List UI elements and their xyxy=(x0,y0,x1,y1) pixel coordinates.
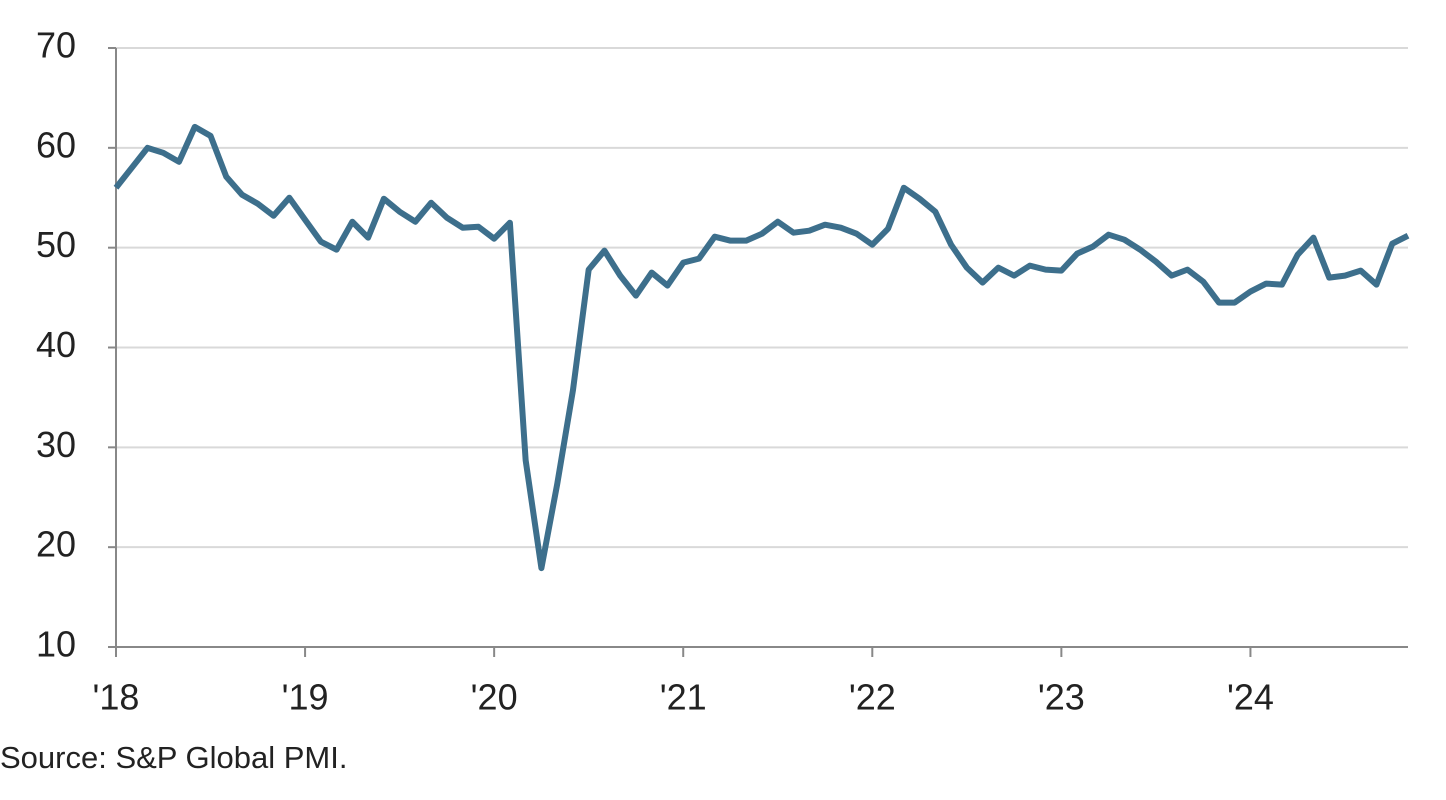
x-tick-label: '24 xyxy=(1227,677,1274,718)
data-line xyxy=(113,123,1410,572)
x-tick-label: '20 xyxy=(471,677,518,718)
x-tick-label: '19 xyxy=(282,677,329,718)
y-tick-label: 70 xyxy=(36,25,76,66)
y-tick-label: 20 xyxy=(36,524,76,565)
y-tick-label: 10 xyxy=(36,624,76,665)
y-tick-label: 60 xyxy=(36,124,76,165)
x-tick-label: '18 xyxy=(93,677,140,718)
y-tick-label: 50 xyxy=(36,224,76,265)
y-tick-label: 30 xyxy=(36,424,76,465)
y-tick-label: 40 xyxy=(36,324,76,365)
source-note: Source: S&P Global PMI. xyxy=(0,740,347,775)
x-tick-label: '23 xyxy=(1038,677,1085,718)
x-tick-label: '22 xyxy=(849,677,896,718)
x-tick-label: '21 xyxy=(660,677,707,718)
